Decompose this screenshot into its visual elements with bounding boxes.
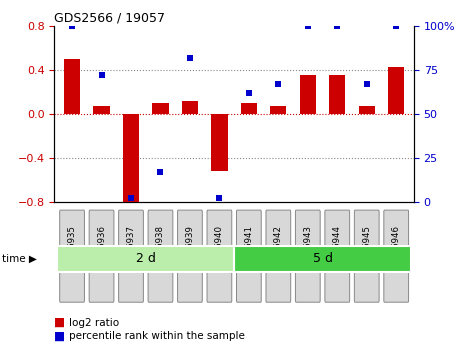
Text: GSM96944: GSM96944 [333, 225, 342, 272]
Point [393, 23, 400, 29]
FancyBboxPatch shape [384, 210, 409, 302]
FancyBboxPatch shape [177, 210, 202, 302]
Bar [123, 114, 139, 202]
Text: GSM96940: GSM96940 [215, 225, 224, 272]
Text: GSM96936: GSM96936 [97, 225, 106, 272]
Point [245, 90, 253, 96]
Bar [270, 106, 287, 114]
Text: GSM96937: GSM96937 [126, 225, 135, 272]
Text: time ▶: time ▶ [2, 254, 37, 264]
FancyBboxPatch shape [234, 246, 411, 272]
FancyBboxPatch shape [57, 246, 234, 272]
Text: 5 d: 5 d [313, 252, 333, 265]
FancyBboxPatch shape [266, 210, 291, 302]
Text: 2 d: 2 d [136, 252, 156, 265]
FancyBboxPatch shape [89, 210, 114, 302]
Text: ■: ■ [54, 330, 66, 343]
Bar [152, 103, 168, 114]
Point [157, 169, 164, 175]
Bar [182, 101, 198, 114]
Point [333, 23, 341, 29]
Point [216, 196, 223, 201]
FancyBboxPatch shape [207, 210, 232, 302]
Text: GSM96945: GSM96945 [362, 225, 371, 272]
Text: GSM96942: GSM96942 [274, 225, 283, 272]
Point [304, 23, 312, 29]
Text: log2 ratio: log2 ratio [69, 318, 119, 327]
Point [186, 55, 194, 60]
Text: GSM96935: GSM96935 [68, 225, 77, 272]
Text: GSM96943: GSM96943 [303, 225, 312, 272]
Point [68, 23, 76, 29]
FancyBboxPatch shape [60, 210, 85, 302]
FancyBboxPatch shape [119, 210, 143, 302]
Text: GSM96938: GSM96938 [156, 225, 165, 272]
Point [127, 196, 135, 201]
Point [363, 81, 370, 87]
Bar [329, 75, 345, 114]
Text: ■: ■ [54, 316, 66, 329]
Bar [300, 75, 316, 114]
Bar [211, 114, 228, 171]
Bar [94, 106, 110, 114]
Text: GSM96946: GSM96946 [392, 225, 401, 272]
Text: percentile rank within the sample: percentile rank within the sample [69, 332, 245, 341]
FancyBboxPatch shape [325, 210, 350, 302]
Text: GSM96939: GSM96939 [185, 225, 194, 272]
Text: GDS2566 / 19057: GDS2566 / 19057 [54, 12, 166, 25]
Bar [388, 67, 404, 114]
Bar [359, 106, 375, 114]
FancyBboxPatch shape [296, 210, 320, 302]
FancyBboxPatch shape [148, 210, 173, 302]
Bar [241, 103, 257, 114]
Bar [64, 59, 80, 114]
Text: GSM96941: GSM96941 [245, 225, 254, 272]
FancyBboxPatch shape [354, 210, 379, 302]
FancyBboxPatch shape [236, 210, 261, 302]
Point [274, 81, 282, 87]
Point [98, 72, 105, 78]
